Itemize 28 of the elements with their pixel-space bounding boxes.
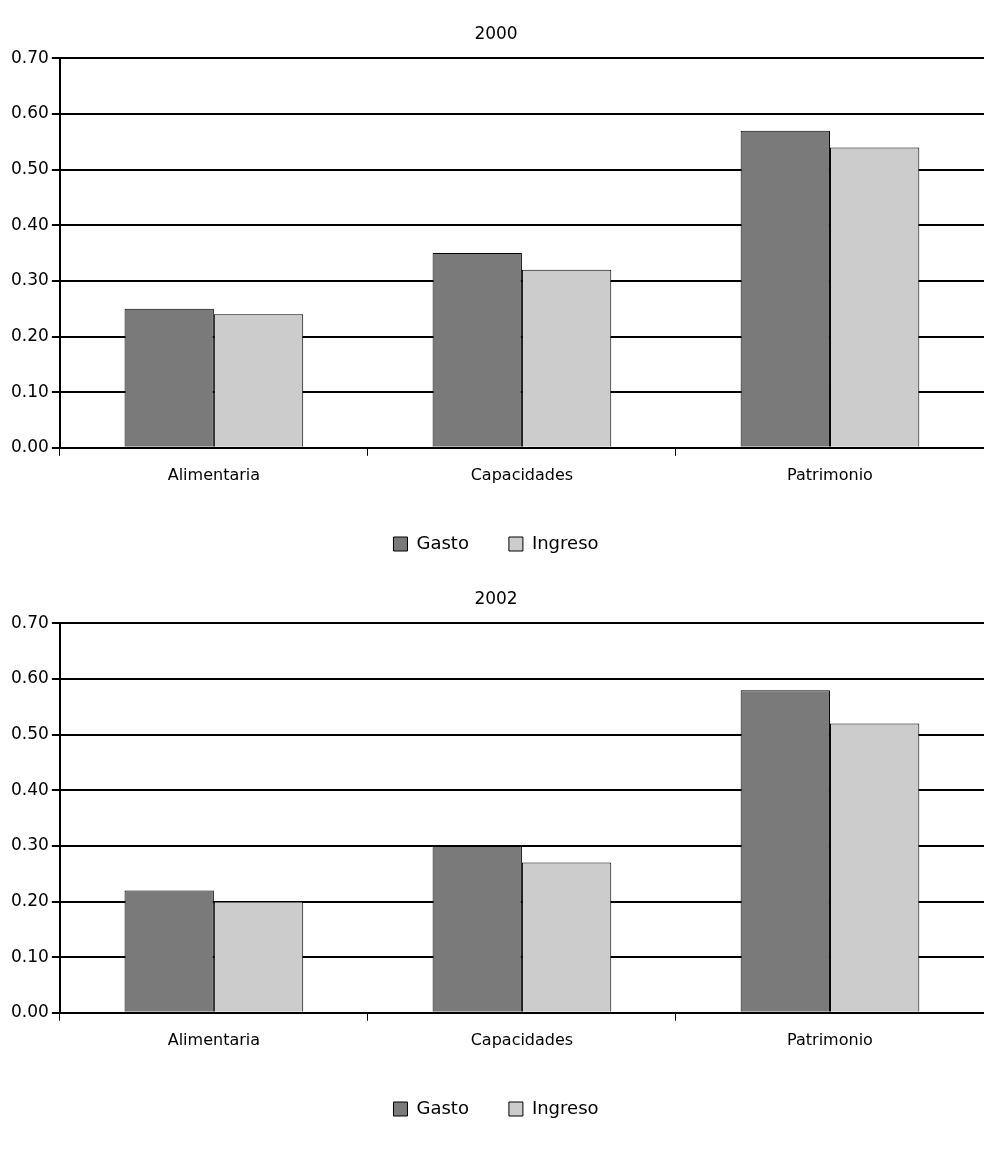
y-tick-label: 0.20 [10,889,49,910]
y-tick-label: 0.20 [10,324,49,345]
y-tick-label: 0.40 [10,778,49,799]
y-tick-label: 0.50 [10,723,49,744]
x-tick-label: Capacidades [470,1029,574,1049]
legend-label: Ingreso [531,1096,599,1118]
y-tick-label: 0.50 [10,158,49,179]
legend-label: Ingreso [531,531,599,553]
y-tick-label: 0.30 [10,269,49,290]
y-tick-label: 0.70 [10,46,49,67]
y-tick-label: 0.10 [10,945,49,966]
legend-label: Gasto [416,531,469,553]
x-tick-label: Patrimonio [787,1029,873,1049]
chart-title: 2002 [474,587,518,608]
y-tick-label: 0.00 [10,1001,49,1022]
chart-title: 2000 [474,22,518,43]
y-tick-label: 0.10 [10,380,49,401]
x-tick-label: Alimentaria [167,1029,261,1049]
y-tick-label: 0.40 [10,213,49,234]
legend-label: Gasto [416,1096,469,1118]
y-tick-label: 0.30 [10,834,49,855]
y-tick-label: 0.60 [10,102,49,123]
y-tick-label: 0.00 [10,436,49,457]
x-tick-label: Alimentaria [167,464,261,484]
y-tick-label: 0.70 [10,611,49,632]
x-tick-label: Patrimonio [787,464,873,484]
y-tick-label: 0.60 [10,667,49,688]
x-tick-label: Capacidades [470,464,574,484]
